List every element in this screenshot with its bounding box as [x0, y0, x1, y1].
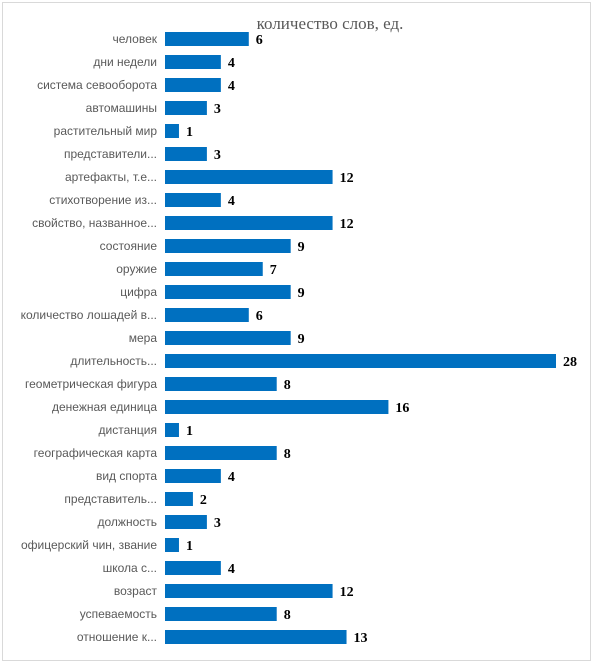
value-label: 1 — [186, 424, 193, 439]
value-label: 12 — [340, 217, 354, 232]
bar — [165, 216, 333, 230]
bar — [165, 630, 347, 644]
bar — [165, 446, 277, 460]
value-label: 8 — [284, 378, 291, 393]
value-label: 7 — [270, 263, 277, 278]
value-label: 3 — [214, 102, 221, 117]
category-label: человек — [112, 32, 157, 46]
value-label: 8 — [284, 447, 291, 462]
category-label: состояние — [100, 239, 158, 253]
bar — [165, 469, 221, 483]
bar — [165, 308, 249, 322]
value-label: 6 — [256, 33, 263, 48]
category-label: вид спорта — [96, 469, 157, 483]
category-label: географическая карта — [34, 446, 158, 460]
value-label: 12 — [340, 171, 354, 186]
chart-title: количество слов, ед. — [256, 14, 404, 33]
category-label: артефакты, т.е... — [65, 170, 157, 184]
bar — [165, 193, 221, 207]
value-label: 9 — [298, 286, 305, 301]
bar — [165, 285, 291, 299]
value-label: 2 — [200, 493, 207, 508]
category-label: должность — [98, 515, 158, 529]
value-label: 8 — [284, 608, 291, 623]
value-label: 4 — [228, 470, 235, 485]
bar — [165, 584, 333, 598]
bar — [165, 262, 263, 276]
category-label: возраст — [114, 584, 158, 598]
bar — [165, 607, 277, 621]
bar — [165, 239, 291, 253]
bar — [165, 124, 179, 138]
value-label: 9 — [298, 240, 305, 255]
bar — [165, 515, 207, 529]
bar — [165, 170, 333, 184]
value-label: 3 — [214, 148, 221, 163]
value-label: 4 — [228, 56, 235, 71]
value-label: 12 — [340, 585, 354, 600]
value-label: 1 — [186, 539, 193, 554]
bar — [165, 561, 221, 575]
bar — [165, 78, 221, 92]
bar — [165, 101, 207, 115]
value-label: 28 — [563, 355, 577, 370]
value-label: 1 — [186, 125, 193, 140]
category-label: количество лошадей в... — [21, 308, 157, 322]
value-label: 13 — [354, 631, 368, 646]
bar — [165, 55, 221, 69]
value-label: 6 — [256, 309, 263, 324]
category-label: свойство, названное... — [32, 216, 157, 230]
bar — [165, 147, 207, 161]
category-label: отношение к... — [77, 630, 157, 644]
category-label: геометрическая фигура — [25, 377, 157, 391]
category-label: офицерский чин, звание — [21, 538, 157, 552]
category-label: длительность... — [70, 354, 157, 368]
value-label: 16 — [395, 401, 409, 416]
category-label: стихотворение из... — [49, 193, 157, 207]
bar — [165, 538, 179, 552]
bar — [165, 400, 389, 414]
bar — [165, 377, 277, 391]
category-label: автомашины — [86, 101, 157, 115]
category-label: растительный мир — [54, 124, 158, 138]
category-label: представитель... — [64, 492, 157, 506]
value-label: 3 — [214, 516, 221, 531]
category-label: денежная единица — [52, 400, 157, 414]
category-label: дистанция — [99, 423, 157, 437]
category-label: мера — [129, 331, 158, 345]
bar — [165, 423, 179, 437]
category-label: цифра — [120, 285, 157, 299]
category-label: представители... — [64, 147, 157, 161]
value-label: 4 — [228, 79, 235, 94]
value-label: 4 — [228, 562, 235, 577]
bar — [165, 492, 193, 506]
value-label: 9 — [298, 332, 305, 347]
bar — [165, 32, 249, 46]
value-label: 4 — [228, 194, 235, 209]
category-label: дни недели — [93, 55, 157, 69]
category-label: успеваемость — [80, 607, 157, 621]
bar — [165, 354, 556, 368]
bar — [165, 331, 291, 345]
category-label: оружие — [116, 262, 157, 276]
category-label: школа с... — [103, 561, 157, 575]
category-label: система севооборота — [37, 78, 157, 92]
